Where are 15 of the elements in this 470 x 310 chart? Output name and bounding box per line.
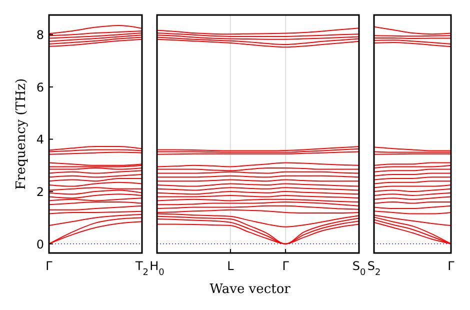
x-tick-label: Γ [448,259,455,273]
x-axis-title: Wave vector [210,282,292,297]
x-tick-label: Γ [46,259,53,273]
y-tick-label: 8 [36,28,44,42]
x-tick-label: S$_{0}$ [352,259,366,278]
x-tick-label: H$_{0}$ [150,259,165,278]
x-tick-label: S$_{2}$ [367,259,381,278]
x-tick-label: Γ [282,259,290,273]
y-tick-label: 0 [36,237,44,252]
x-tick-label: L [227,259,234,273]
y-axis-title: Frequency (THz) [14,78,29,190]
y-tick-label: 2 [36,185,44,200]
y-tick-label: 6 [36,80,44,94]
x-tick-label: T$_{2}$ [134,259,149,278]
y-tick-label: 4 [36,132,44,147]
